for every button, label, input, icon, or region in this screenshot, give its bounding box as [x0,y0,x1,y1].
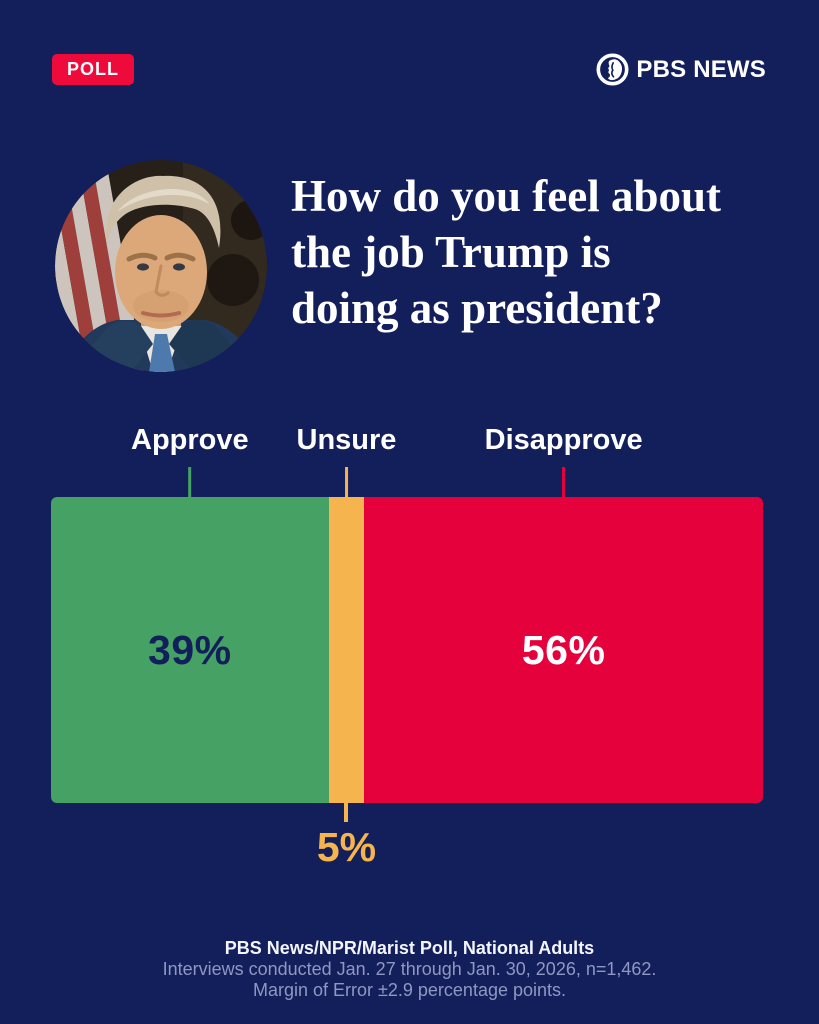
footer: PBS News/NPR/Marist Poll, National Adult… [0,938,819,1001]
unsure-tick [344,803,349,822]
brand-name: PBS NEWS [636,55,766,83]
approval-bar-chart: Approve Unsure Disapprove 39% 56% 5% [51,424,763,893]
footer-source-line: PBS News/NPR/Marist Poll, National Adult… [224,938,595,958]
category-approve: Approve [131,424,249,497]
category-tick-approve [188,467,192,497]
brand: PBS NEWS [596,53,766,86]
bar-segment-disapprove: 56% [364,497,763,803]
approve-value-label: 39% [148,626,232,673]
pbs-logo-icon [596,53,629,86]
headline-line-1: How do you feel about [291,171,722,221]
category-unsure: Unsure [296,424,397,497]
category-tick-disapprove [562,467,566,497]
below-bar-annotation: 5% [51,803,763,893]
unsure-value-label: 5% [316,824,377,870]
category-label-unsure: Unsure [296,424,397,456]
bar-segment-unsure [328,497,365,803]
hero: How do you feel about the job Trump is d… [55,160,791,372]
category-label-disapprove: Disapprove [484,424,643,456]
headline-line-2: the job Trump is [291,227,611,277]
category-label-row: Approve Unsure Disapprove [51,424,763,497]
category-tick-unsure [344,467,348,497]
category-disapprove: Disapprove [485,424,643,497]
trump-portrait-photo [55,160,267,372]
headline: How do you feel about the job Trump is d… [291,160,791,336]
bar-segment-approve: 39% [51,497,329,803]
headline-line-3: doing as president? [291,283,663,333]
header: POLL PBS NEWS [52,53,766,86]
disapprove-value-label: 56% [521,626,606,673]
footer-interviews-line: Interviews conducted Jan. 27 through Jan… [162,959,657,979]
stacked-bar: 39% 56% [51,497,763,803]
poll-badge: POLL [52,54,134,85]
footer-margin-line: Margin of Error ±2.9 percentage points. [252,980,567,1000]
category-label-approve: Approve [131,424,249,456]
